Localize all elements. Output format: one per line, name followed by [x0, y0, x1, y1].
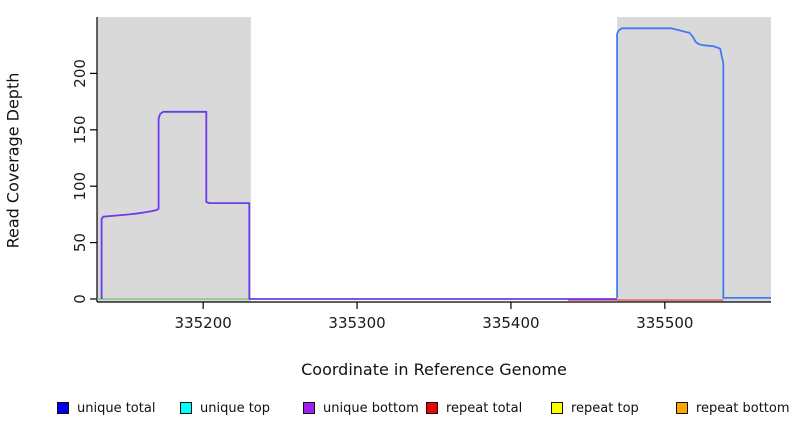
repeat-top-swatch-icon [551, 402, 563, 414]
legend-label: repeat bottom [696, 400, 790, 416]
repeat-bottom-swatch-icon [676, 402, 688, 414]
y-axis-title: Read Coverage Depth [3, 72, 23, 249]
legend-label: unique total [77, 400, 156, 416]
legend-label: unique top [200, 400, 271, 416]
y-tick-label: 50 [71, 233, 89, 252]
legend-item-unique-top: unique top [180, 399, 270, 417]
x-tick-label: 335400 [482, 314, 539, 332]
x-tick-label: 335200 [175, 314, 232, 332]
shaded-region-left [97, 17, 251, 302]
legend-item-repeat-top: repeat top [551, 399, 639, 417]
legend-label: repeat top [571, 400, 639, 416]
legend: unique total unique top unique bottom re… [0, 399, 792, 417]
unique-top-swatch-icon [180, 402, 192, 414]
x-tick-label: 335300 [328, 314, 385, 332]
legend-label: unique bottom [323, 400, 419, 416]
x-axis-title: Coordinate in Reference Genome [301, 360, 567, 379]
y-tick-label: 0 [71, 294, 89, 304]
legend-label: repeat total [446, 400, 523, 416]
legend-item-repeat-bottom: repeat bottom [676, 399, 790, 417]
legend-item-unique-bottom: unique bottom [303, 399, 419, 417]
unique-total-swatch-icon [57, 402, 69, 414]
legend-item-unique-total: unique total [57, 399, 155, 417]
plot-series-unique-total [616, 27, 771, 299]
y-tick-label: 100 [71, 172, 89, 201]
plot-series-unique-bottom [100, 110, 618, 300]
legend-item-repeat-total: repeat total [426, 399, 522, 417]
y-tick-label: 150 [71, 115, 89, 144]
unique-bottom-swatch-icon [303, 402, 315, 414]
x-tick-label: 335500 [636, 314, 693, 332]
y-tick-label: 200 [71, 59, 89, 88]
shaded-region-right [617, 17, 771, 302]
repeat-total-swatch-icon [426, 402, 438, 414]
